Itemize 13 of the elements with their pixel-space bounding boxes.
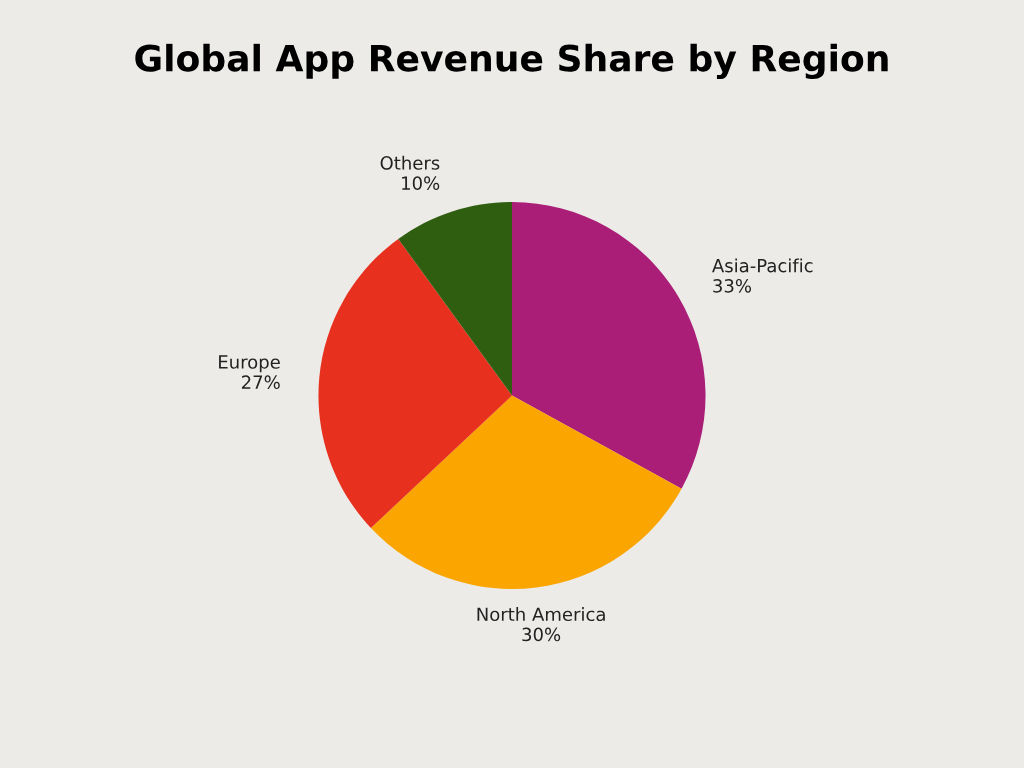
pie-slice [512,201,706,489]
slice-label: North America [477,607,605,622]
pie-slice [370,395,682,590]
data-label: 10% [402,176,440,190]
data-label: 27% [241,375,280,390]
slice-label: Others [380,155,440,170]
data-label: 33% [713,278,752,293]
slice-label: Europe [219,355,280,373]
slice-label: Asia-Pacific [712,258,813,273]
pie-slice [398,201,512,396]
data-label: 30% [522,627,561,642]
pie-slice [318,238,512,528]
chart-title: Global App Revenue Share by Region [135,43,888,80]
